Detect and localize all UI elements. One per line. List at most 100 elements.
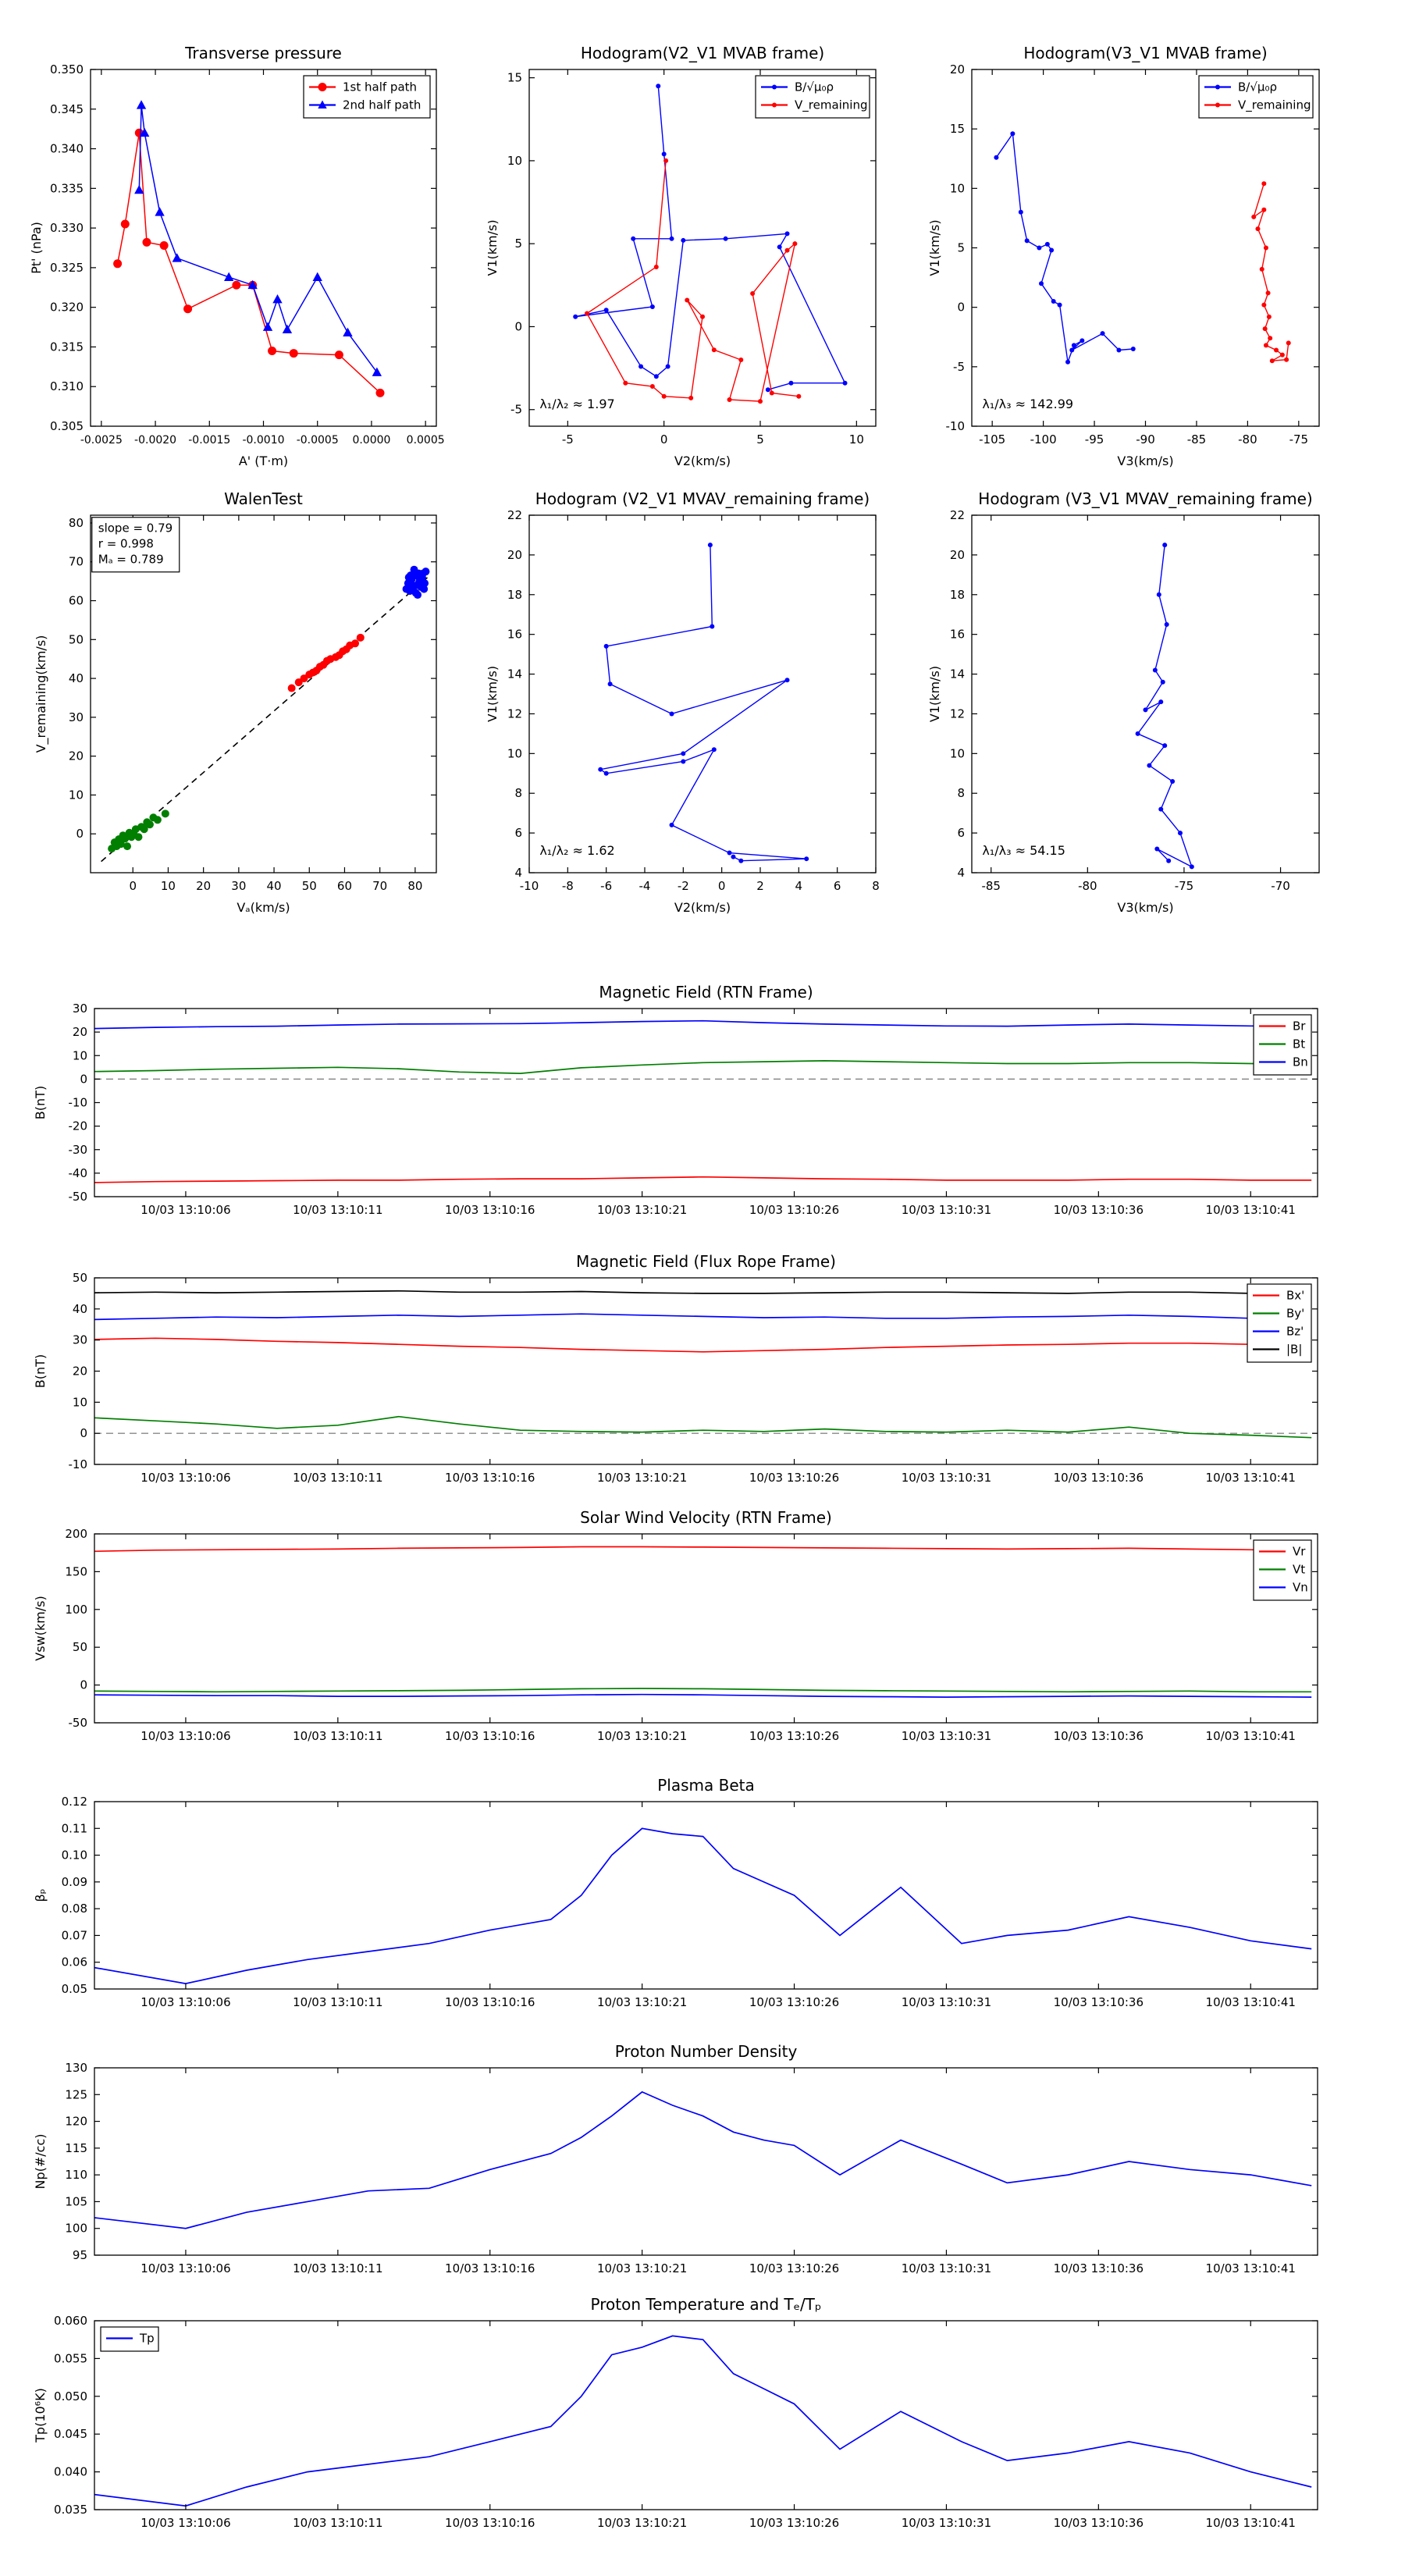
x-tick-label: 0 — [718, 879, 726, 893]
y-tick-label: 110 — [65, 2168, 87, 2182]
y-tick-label: 30 — [73, 1333, 87, 1347]
x-tick-label: 10/03 13:10:11 — [293, 1995, 382, 2009]
legend-label: Vn — [1293, 1581, 1308, 1595]
y-tick-label: 70 — [69, 555, 84, 569]
y-tick-label: 50 — [69, 632, 84, 646]
x-tick-label: -6 — [600, 879, 612, 893]
transverse-pressure-xlabel: A' (T·m) — [239, 454, 288, 468]
y-tick-label: 0.12 — [62, 1795, 87, 1809]
series-1st-half-path — [116, 133, 381, 393]
hodogram-v3v1-mvav-title: Hodogram (V3_V1 MVAV_remaining frame) — [978, 489, 1312, 508]
x-tick-label: 10/03 13:10:21 — [597, 2261, 687, 2275]
series-Bz-prime — [94, 1313, 1312, 1321]
transverse-pressure-legend — [303, 75, 431, 119]
x-tick-label: 10/03 13:10:26 — [749, 1471, 839, 1485]
x-tick-label: -0.0025 — [80, 434, 123, 447]
y-tick-label: 0.10 — [62, 1848, 87, 1863]
x-tick-label: 6 — [834, 879, 841, 893]
y-tick-label: 40 — [69, 671, 84, 685]
chart-proton-number-density: 10/03 13:10:06 10/03 13:10:11 10/03 13:10:… — [16, 2031, 1389, 2284]
y-tick-label: 0.07 — [62, 1928, 87, 1942]
x-tick-label: 10/03 13:10:16 — [445, 1471, 535, 1485]
stats-box — [91, 517, 180, 573]
x-tick-label: 10/03 13:10:16 — [445, 1729, 535, 1743]
x-tick-label: 10/03 13:10:26 — [749, 2261, 839, 2275]
proton-temperature-svg: 10/03 13:10:06 10/03 13:10:11 10/03 13:10:… — [33, 2295, 1318, 2530]
legend-label: B/√μ₀ρ — [795, 80, 834, 94]
x-tick-label: 10/03 13:10:21 — [597, 1471, 687, 1485]
x-tick-label: -80 — [1078, 879, 1097, 893]
axes-frame — [94, 1277, 1318, 1465]
y-tick-label: -50 — [69, 1716, 88, 1730]
plasma-beta-title: Plasma Beta — [657, 1776, 755, 1795]
x-tick-label: -4 — [639, 879, 651, 893]
x-tick-label: -8 — [562, 879, 574, 893]
chart-hodogram-v2v1-mvav: -10 -8 -6 -4 -2 0 2 4 6 8 4 6 8 10 12 14 16 18 20 22 Hodogra… — [485, 468, 898, 925]
x-tick-label: 10/03 13:10:06 — [140, 2516, 230, 2530]
axes-frame — [528, 514, 877, 873]
y-tick-label: 6 — [514, 826, 522, 840]
legend-label: V_remaining — [795, 98, 868, 113]
x-tick-label: 10/03 13:10:41 — [1206, 1471, 1296, 1485]
proton-number-density-svg: 10/03 13:10:06 10/03 13:10:11 10/03 13:10:… — [33, 2042, 1318, 2275]
series-B-alfven — [575, 86, 846, 390]
series-Vr — [94, 1546, 1312, 1553]
x-tick-label: 60 — [337, 879, 352, 893]
legend-label: Vr — [1293, 1545, 1306, 1559]
x-tick-label: 10/03 13:10:26 — [749, 2516, 839, 2530]
x-tick-label: -75 — [1289, 432, 1309, 447]
series-Np — [94, 2090, 1312, 2229]
x-tick-label: -85 — [981, 879, 1001, 893]
y-tick-label: 0.08 — [62, 1902, 87, 1916]
hodogram-v2v1-mvab-ylabel: V1(km/s) — [488, 219, 500, 276]
y-tick-label: 10 — [69, 788, 84, 802]
y-tick-label: 115 — [65, 2141, 87, 2155]
walen-test-xlabel: Vₐ(km/s) — [237, 900, 290, 915]
y-tick-label: 18 — [950, 588, 965, 602]
stats-line: r = 0.998 — [98, 537, 154, 551]
magnetic-field-rtn-title: Magnetic Field (RTN Frame) — [599, 983, 813, 1002]
x-tick-label: 0 — [129, 879, 137, 893]
axes-frame — [94, 1008, 1318, 1197]
series-Bt — [94, 1060, 1312, 1074]
proton-temperature-ylabel: Tp(10⁶K) — [33, 2388, 48, 2443]
y-tick-label: 0.335 — [50, 181, 84, 195]
legend-label: Br — [1293, 1019, 1306, 1034]
axes-frame — [94, 2067, 1318, 2256]
x-tick-label: 10/03 13:10:31 — [902, 1471, 991, 1485]
hodogram-v3v1-mvab-svg: -105 -100 -95 -90 -85 -80 -75 -10 -5 0 5 10 15 20 Hodo… — [927, 44, 1320, 468]
x-tick-label: 30 — [231, 879, 246, 893]
y-tick-label: 0.315 — [50, 340, 84, 354]
y-tick-label: -10 — [69, 1096, 88, 1110]
y-tick-label: 0.055 — [54, 2351, 87, 2365]
solar-wind-velocity-ylabel: Vsw(km/s) — [33, 1596, 48, 1660]
y-tick-label: 14 — [950, 667, 965, 681]
y-tick-label: 8 — [514, 786, 522, 800]
x-tick-label: -95 — [1085, 432, 1104, 447]
y-tick-label: 0.045 — [54, 2427, 87, 2441]
hodogram-v3v1-mvab-legend — [1198, 75, 1314, 119]
x-tick-label: 10/03 13:10:31 — [902, 1995, 991, 2009]
x-tick-label: -105 — [979, 432, 1005, 447]
y-tick-label: 0 — [76, 827, 84, 841]
y-tick-label: 100 — [65, 1603, 87, 1617]
series-Bn — [94, 1019, 1312, 1030]
magnetic-field-flux-rope-svg: 10/03 13:10:06 10/03 13:10:11 10/03 13:10:… — [33, 1252, 1318, 1485]
axes-frame — [90, 69, 437, 427]
x-tick-label: 10/03 13:10:41 — [1206, 1203, 1296, 1217]
x-tick-label: 10/03 13:10:26 — [749, 1729, 839, 1743]
chart-transverse-pressure: -0.0025 -0.0020 -0.0015 -0.0010 -0.0005 0.000… — [16, 11, 468, 468]
hodogram-v2v1-mvav-xlabel: V2(km/s) — [674, 900, 731, 915]
x-tick-label: -10 — [520, 879, 539, 893]
y-tick-label: -30 — [69, 1143, 88, 1157]
y-tick-label: 20 — [950, 548, 965, 562]
x-tick-label: 10/03 13:10:41 — [1206, 1995, 1296, 2009]
y-tick-label: -5 — [510, 403, 522, 417]
chart-magnetic-field-rtn: 10/03 13:10:06 10/03 13:10:11 10/03 13:10:… — [16, 972, 1389, 1241]
axes-frame — [94, 2320, 1318, 2510]
annotation: λ₁/λ₂ ≈ 1.62 — [539, 843, 614, 858]
x-tick-label: 10/03 13:10:36 — [1054, 1203, 1144, 1217]
y-tick-label: -40 — [69, 1166, 88, 1180]
axes-frame — [90, 514, 437, 873]
hodogram-v2v1-mvav-svg: -10 -8 -6 -4 -2 0 2 4 6 8 4 6 8 10 12 14 16 18 20 22 Hodogra… — [485, 489, 880, 915]
